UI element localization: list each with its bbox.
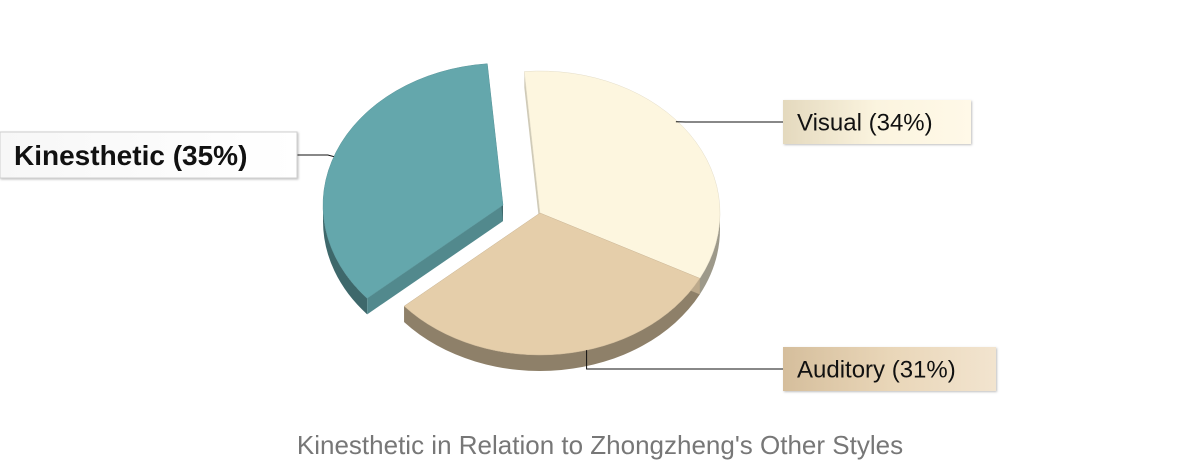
label-auditory-text: Auditory (31%) bbox=[797, 357, 956, 384]
label-visual-text: Visual (34%) bbox=[797, 110, 933, 137]
label-visual: Visual (34%) bbox=[783, 100, 971, 144]
label-auditory: Auditory (31%) bbox=[783, 347, 996, 391]
slice-kinesthetic bbox=[322, 63, 504, 315]
slice-kinesthetic-cut-0 bbox=[367, 205, 504, 315]
label-kinesthetic-text: Kinesthetic (35%) bbox=[14, 140, 247, 171]
leader-line-kinesthetic bbox=[297, 154, 334, 158]
label-visual-box bbox=[783, 100, 971, 144]
slice-auditory-rim bbox=[404, 278, 700, 372]
chart-title: Kinesthetic in Relation to Zhongzheng's … bbox=[296, 430, 904, 460]
label-kinesthetic-box bbox=[0, 131, 298, 179]
slice-kinesthetic-rim bbox=[323, 205, 368, 315]
pie-slices bbox=[322, 63, 721, 372]
slice-labels: Visual (34%) Auditory (31%) Kinesthetic (3… bbox=[0, 100, 996, 391]
slice-visual-rim bbox=[699, 213, 720, 295]
slice-kinesthetic-top bbox=[322, 63, 504, 299]
slice-auditory-top bbox=[403, 212, 701, 356]
leader-line-auditory bbox=[586, 350, 783, 370]
slice-visual-cut-0 bbox=[524, 71, 540, 230]
label-auditory-box bbox=[783, 347, 996, 391]
label-kinesthetic: Kinesthetic (35%) bbox=[0, 131, 298, 179]
slice-auditory bbox=[403, 212, 701, 372]
leader-lines bbox=[297, 121, 783, 370]
